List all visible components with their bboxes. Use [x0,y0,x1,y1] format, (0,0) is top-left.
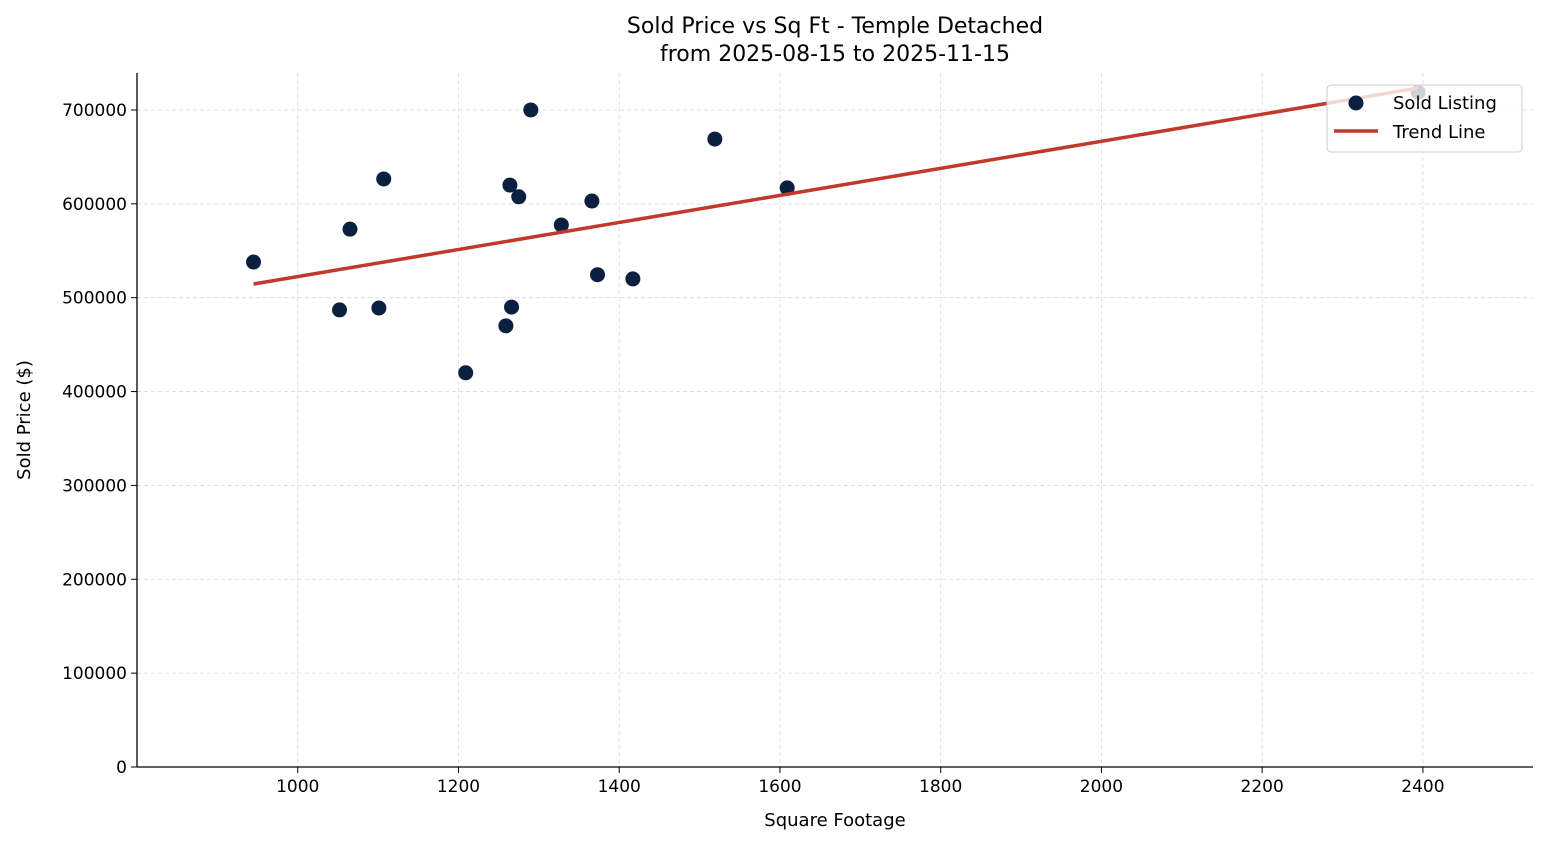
data-point [498,318,514,334]
x-tick-label: 1200 [437,777,480,797]
data-point [502,177,518,193]
plot-marks [246,84,1426,381]
data-point [371,300,387,316]
data-point [523,102,539,118]
data-point [342,221,358,237]
data-point [625,271,641,287]
y-tick-label: 200000 [62,570,127,590]
data-point [458,365,474,381]
data-point [590,267,606,283]
y-tick-label: 600000 [62,195,127,215]
data-point [504,299,520,315]
legend-marker-sold-listing [1348,95,1364,111]
chart-subtitle: from 2025-08-15 to 2025-11-15 [660,42,1010,67]
grid [137,73,1533,767]
data-point [779,180,795,196]
x-tick-label: 2200 [1241,777,1284,797]
data-point [376,171,392,187]
trend-line [253,86,1419,286]
data-point [553,217,569,233]
x-tick-label: 1000 [276,777,319,797]
legend-label-sold-listing: Sold Listing [1393,93,1497,114]
y-tick-label: 0 [116,758,127,778]
ticks: 1000 1200 1400 1600 1800 2000 2200 2400 0 100000 2… [62,101,1444,797]
y-tick-label: 300000 [62,476,127,496]
data-point [332,302,348,318]
data-point [584,193,600,209]
data-point [246,254,262,270]
x-tick-label: 2400 [1401,777,1444,797]
data-point [707,131,723,147]
legend-label-trend-line: Trend Line [1392,122,1486,143]
legend-box [1326,84,1523,153]
y-tick-label: 100000 [62,664,127,684]
y-tick-label: 400000 [62,383,127,403]
y-axis-label: Sold Price ($) [14,360,35,480]
legend: Sold Listing Trend Line [1326,84,1523,153]
data-point [511,189,527,205]
chart-title: Sold Price vs Sq Ft - Temple Detached [627,14,1043,39]
x-tick-label: 2000 [1080,777,1123,797]
x-tick-label: 1800 [919,777,962,797]
x-tick-label: 1600 [758,777,801,797]
x-axis-label: Square Footage [764,810,905,831]
y-tick-label: 700000 [62,101,127,121]
x-tick-label: 1400 [598,777,641,797]
y-tick-label: 500000 [62,289,127,309]
